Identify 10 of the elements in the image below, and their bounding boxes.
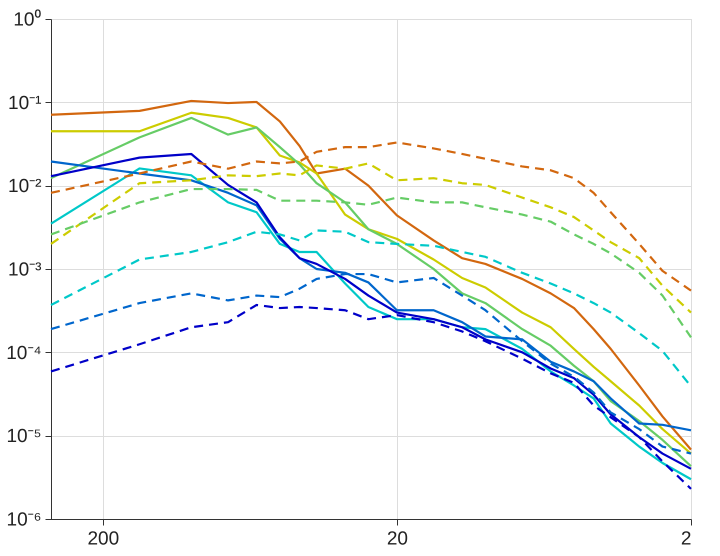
x-tick-label: 2 bbox=[680, 528, 692, 550]
x-tick-label: 20 bbox=[386, 528, 408, 550]
y-tick-label: 10⁰ bbox=[13, 8, 42, 30]
y-tick-label: 10⁻⁴ bbox=[6, 342, 42, 364]
y-tick-label: 10⁻¹ bbox=[8, 92, 42, 114]
y-tick-label: 10⁻⁵ bbox=[6, 426, 42, 448]
x-tick-label: 200 bbox=[87, 528, 120, 550]
y-tick-label: 10⁻² bbox=[8, 176, 42, 198]
y-tick-label: 10⁻³ bbox=[8, 260, 42, 280]
y-tick-label: 10⁻⁶ bbox=[6, 510, 42, 530]
